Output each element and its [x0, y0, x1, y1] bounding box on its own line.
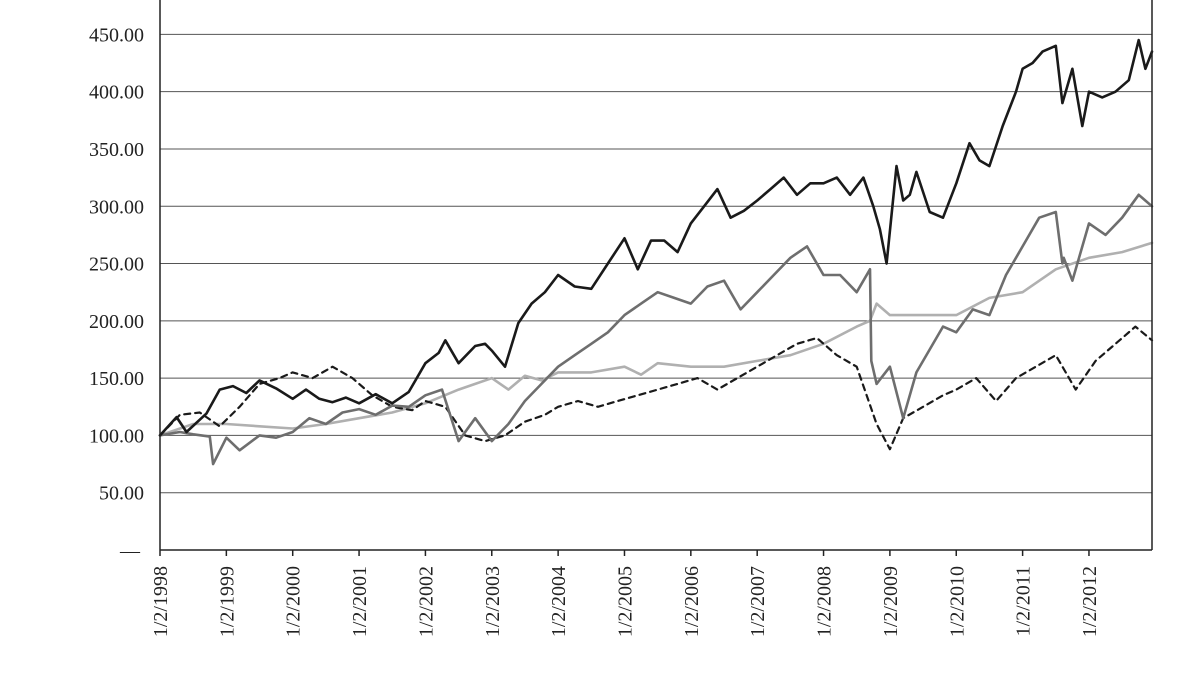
x-tick-label: 1/2/2008: [814, 566, 836, 637]
x-tick-label: 1/2/2007: [747, 566, 769, 637]
axes: [159, 0, 1153, 556]
gridlines: [160, 33, 1152, 494]
x-tick-label: 1/2/2006: [681, 566, 703, 637]
x-tick-label: 1/2/2002: [415, 566, 437, 637]
y-tick-label: 350.00: [89, 139, 144, 161]
y-tick-labels: — 50.00 100.00 150.00 200.00 250.00 300.00 350.…: [89, 24, 144, 562]
y-tick-label: 450.00: [89, 24, 144, 46]
y-tick-label: 300.00: [89, 196, 144, 218]
series-line-3: [158, 241, 1154, 437]
x-tick-label: 1/2/2000: [283, 566, 305, 637]
series-lines: [158, 38, 1154, 466]
y-tick-label: 200.00: [89, 311, 144, 333]
y-tick-label: 50.00: [99, 483, 144, 505]
x-tick-label: 1/2/2005: [614, 566, 636, 637]
series-line-2: [158, 193, 1154, 466]
series-line-1: [158, 38, 1154, 437]
series-line-4: [158, 325, 1154, 451]
y-tick-label: 150.00: [89, 368, 144, 390]
x-tick-label: 1/2/2012: [1079, 566, 1101, 637]
x-tick-label: 1/2/2009: [880, 566, 902, 637]
x-tick-label: 1/2/2010: [946, 566, 968, 637]
y-tick-label: 400.00: [89, 82, 144, 104]
y-tick-label: —: [119, 540, 141, 562]
x-tick-labels: 1/2/1998 1/2/1999 1/2/2000 1/2/2001 1/2/2002…: [150, 566, 1101, 637]
x-tick-label: 1/2/2001: [349, 566, 371, 637]
x-tick-label: 1/2/1999: [216, 566, 238, 637]
x-tick-label: 1/2/2004: [548, 566, 570, 637]
x-tick-label: 1/2/1998: [150, 566, 172, 637]
x-tick-label: 1/2/2011: [1013, 566, 1035, 636]
y-tick-label: 100.00: [89, 425, 144, 447]
x-tick-label: 1/2/2003: [482, 566, 504, 637]
y-tick-label: 250.00: [89, 254, 144, 276]
